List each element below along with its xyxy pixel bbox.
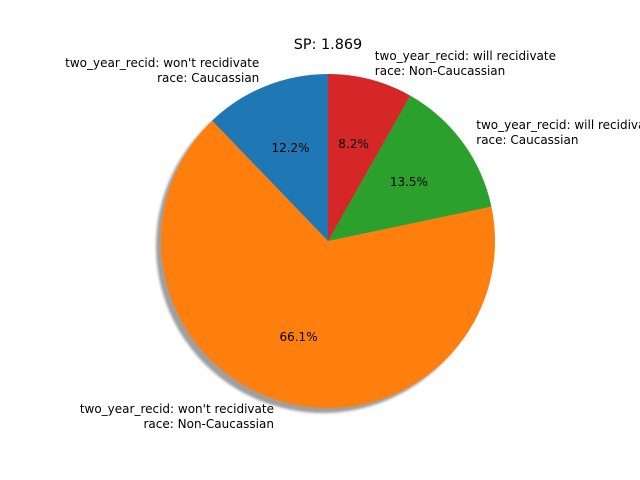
pie-slice-3 (328, 74, 411, 241)
pie-percent-label-1: 66.1% (279, 330, 317, 344)
pie-slice-1 (160, 120, 495, 409)
pie-slices (160, 74, 495, 409)
chart-title: SP: 1.869 (294, 37, 362, 53)
pie-category-label-1: two_year_recid: won't recidivate race: No… (80, 402, 274, 431)
pie-percent-label-2: 13.5% (390, 175, 428, 189)
pie-category-label-1-line2: race: Non-Caucassian (144, 417, 274, 431)
pie-category-label-0-line1: two_year_recid: won't recidivate (65, 56, 259, 70)
pie-slice-2 (328, 95, 492, 242)
pie-slice-0 (212, 74, 328, 241)
pie-percent-label-0: 12.2% (271, 141, 309, 155)
pie-percent-label-3: 8.2% (338, 137, 369, 151)
pie-category-label-3-line1: two_year_recid: will recidivate (375, 49, 556, 63)
pie-percent-labels: 12.2% 66.1% 13.5% 8.2% (271, 137, 427, 344)
pie-category-label-2-line2: race: Caucassian (476, 133, 578, 147)
pie-category-label-0-line2: race: Caucassian (157, 71, 259, 85)
pie-category-label-0: two_year_recid: won't recidivate race: Ca… (65, 56, 259, 85)
pie-category-label-2: two_year_recid: will recidivate race: Cau… (476, 118, 640, 147)
pie-category-label-2-line1: two_year_recid: will recidivate (476, 118, 640, 132)
pie-category-label-3: two_year_recid: will recidivate race: Non… (375, 49, 556, 78)
pie-category-label-3-line2: race: Non-Caucassian (375, 64, 505, 78)
pie-category-labels: two_year_recid: won't recidivate race: Ca… (65, 49, 640, 431)
pie-category-label-1-line1: two_year_recid: won't recidivate (80, 402, 274, 416)
